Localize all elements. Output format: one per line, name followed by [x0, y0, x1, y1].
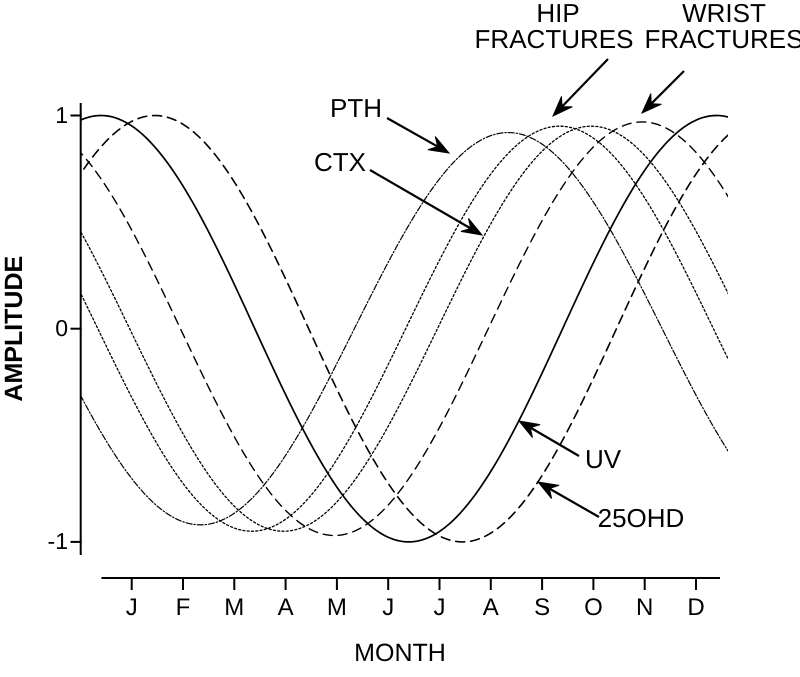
svg-text:J: J	[382, 594, 394, 621]
svg-text:A: A	[278, 594, 294, 621]
svg-text:CTX: CTX	[314, 147, 366, 177]
svg-text:0: 0	[55, 315, 68, 341]
svg-text:O: O	[584, 594, 603, 621]
svg-text:1: 1	[55, 102, 68, 128]
svg-text:F: F	[176, 594, 191, 621]
svg-text:FRACTURES: FRACTURES	[475, 24, 634, 54]
svg-text:M: M	[224, 594, 244, 621]
svg-text:M: M	[327, 594, 347, 621]
svg-text:J: J	[126, 594, 138, 621]
svg-text:S: S	[534, 594, 550, 621]
svg-text:FRACTURES: FRACTURES	[645, 24, 800, 54]
svg-text:-1: -1	[48, 528, 68, 554]
svg-text:J: J	[434, 594, 446, 621]
svg-text:UV: UV	[585, 444, 622, 474]
svg-text:D: D	[687, 594, 704, 621]
svg-text:25OHD: 25OHD	[598, 503, 685, 533]
svg-text:AMPLITUDE: AMPLITUDE	[0, 256, 28, 402]
svg-text:MONTH: MONTH	[354, 639, 446, 667]
svg-text:PTH: PTH	[330, 93, 382, 123]
svg-text:N: N	[636, 594, 653, 621]
svg-text:A: A	[483, 594, 499, 621]
